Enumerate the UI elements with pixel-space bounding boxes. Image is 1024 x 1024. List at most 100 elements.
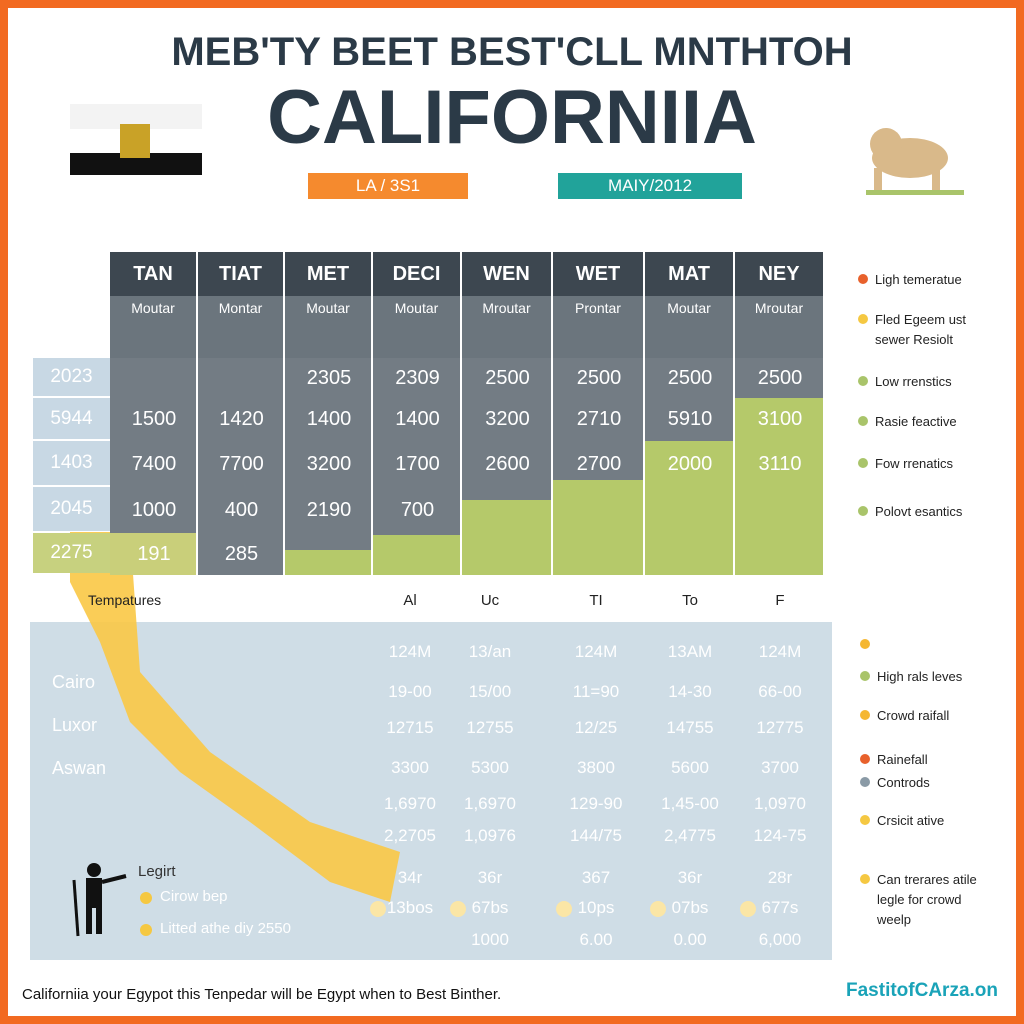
table-cell: 5910: [667, 408, 713, 430]
column-body: [285, 358, 371, 575]
table-cell: 3110: [758, 452, 802, 475]
legend-dot: [140, 892, 152, 904]
footer-text: Californiia your Egypot this Tenpedar wi…: [22, 986, 502, 1003]
lower-cell: 34r: [397, 868, 423, 887]
column-header: DECI: [373, 252, 462, 296]
row-label: 2023: [33, 358, 110, 396]
lower-cell: 3800: [577, 758, 615, 777]
table-cell: 1000: [131, 498, 177, 521]
value-dot: [650, 901, 666, 917]
legend-label: Low rrenstics: [875, 374, 952, 389]
column-header: MET: [285, 252, 373, 296]
lower-cell: 3300: [391, 758, 429, 777]
city-label: Aswan: [52, 758, 107, 778]
column-header: NEY: [735, 252, 825, 296]
table-cell: 3200: [306, 452, 352, 475]
table-cell: 700: [400, 498, 435, 521]
lower-cell: 14-30: [668, 682, 712, 701]
column-body: [198, 358, 283, 575]
column-header: WET: [553, 252, 645, 296]
lower-legend-label: Litted athe diy 2550: [160, 920, 291, 937]
table-cell: 2500: [757, 366, 803, 389]
column-header: MAT: [645, 252, 735, 296]
title: MEB'TY BEET BEST'CLL MNTHTOH: [171, 30, 853, 74]
lower-cell: 13AM: [667, 642, 713, 661]
badge: MAIY/2012: [558, 173, 742, 199]
green-fill: [735, 398, 823, 575]
table-cell: 1700: [395, 452, 440, 475]
lower-cell: 5300: [471, 758, 509, 777]
legend-dot: [860, 639, 870, 649]
lower-cell: 144/75: [570, 826, 622, 845]
green-fill: [553, 480, 643, 575]
lower-cell: 1,0970: [754, 794, 806, 813]
legend-label: Rainefall: [877, 752, 928, 767]
flag: [70, 104, 202, 175]
row-label: 2045: [33, 487, 110, 531]
footer-brand: FastitofCArza.on: [846, 980, 998, 1001]
lower-column: TI: [589, 592, 603, 609]
table-cell: 2500: [485, 366, 530, 389]
lower-cell: 67bs: [471, 898, 509, 917]
lower-cell: 124-75: [753, 826, 807, 845]
value-dot: [556, 901, 572, 917]
city-label: Cairo: [52, 672, 96, 692]
table-cell: 7700: [219, 452, 264, 475]
lower-cell: 10ps: [577, 898, 615, 917]
legend-dot: [860, 671, 870, 681]
subtitle: CALIFORNIIA: [267, 75, 757, 160]
table-cell: 2309: [395, 366, 440, 389]
legend-label: Can trerares atile legle for crowd weelp: [877, 872, 977, 927]
table-cell: 2500: [576, 366, 622, 389]
lower-cell: 12715: [386, 718, 434, 737]
lower-cell: 124M: [574, 642, 618, 661]
table-cell: 191: [137, 542, 171, 565]
row-label: 1403: [33, 441, 110, 485]
city-label: Luxor: [52, 715, 98, 735]
lower-cell: 36r: [677, 868, 703, 887]
legend-dot: [860, 754, 870, 764]
badge: LA / 3S1: [308, 173, 468, 199]
green-fill: [645, 441, 733, 575]
legend-dot: [858, 506, 868, 516]
column-subheader: Montar: [198, 296, 285, 358]
lower-cell: 12/25: [574, 718, 618, 737]
column-subheader: Moutar: [645, 296, 735, 358]
green-fill: [373, 535, 460, 575]
table-cell: 2190: [306, 498, 352, 521]
lower-cell: 0.00: [673, 930, 707, 949]
legend-label: High rals leves: [877, 669, 963, 684]
table-cell: 285: [224, 542, 259, 565]
lower-cell: 11=90: [572, 682, 620, 701]
table-cell: 2600: [485, 452, 530, 475]
lower-column: F: [775, 592, 785, 609]
green-fill: [462, 500, 551, 575]
column-subheader: Mroutar: [735, 296, 825, 358]
column-header: TAN: [110, 252, 198, 296]
lower-cell: 1,6970: [384, 794, 436, 813]
lower-panel: [30, 622, 832, 960]
table-cell: 2500: [667, 366, 713, 389]
column-subheader: Moutar: [110, 296, 198, 358]
lower-cell: 677s: [761, 898, 799, 917]
lower-cell: 14755: [666, 718, 714, 737]
lower-legend-label: Cirow bep: [160, 888, 228, 905]
lower-cell: 5600: [671, 758, 709, 777]
value-dot: [740, 901, 756, 917]
lower-cell: 15/00: [468, 682, 512, 701]
lower-cell: 1,45-00: [661, 794, 719, 813]
lower-cell: 129-90: [569, 794, 623, 813]
lower-cell: 66-00: [758, 682, 802, 701]
lion-icon: [866, 128, 964, 195]
lower-cell: 13bos: [386, 898, 434, 917]
lower-cell: 19-00: [388, 682, 432, 701]
legend-dot: [140, 924, 152, 936]
table-cell: 1400: [395, 408, 440, 430]
table-cell: 7400: [131, 452, 177, 475]
lower-cell: 2,4775: [664, 826, 716, 845]
lower-cell: 1000: [471, 930, 509, 949]
lower-cell: 6,000: [758, 930, 802, 949]
legend-dot: [860, 815, 870, 825]
legend-dot: [858, 274, 868, 284]
